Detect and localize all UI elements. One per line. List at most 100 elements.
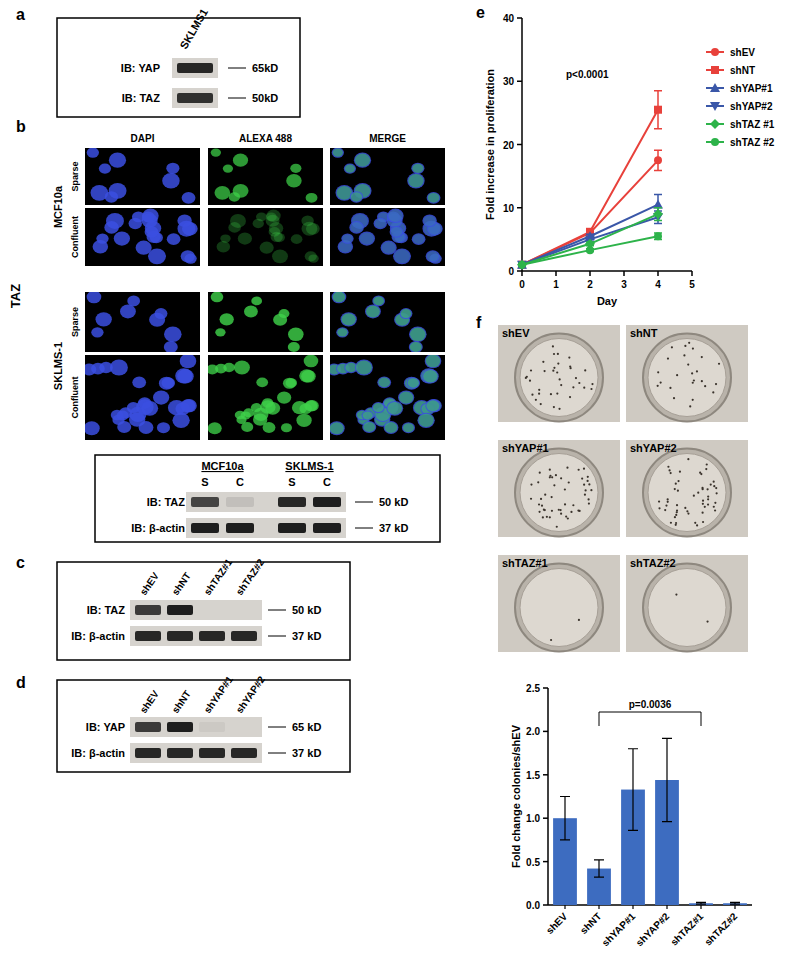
nucleus-taz xyxy=(399,391,413,403)
nucleus-dapi xyxy=(180,355,197,368)
x-axis xyxy=(522,270,692,272)
nucleus-dapi xyxy=(162,173,179,188)
colony xyxy=(713,506,715,508)
band xyxy=(278,523,306,533)
colony xyxy=(706,620,708,622)
nucleus-taz xyxy=(301,216,313,226)
colony xyxy=(551,510,553,512)
nuclei xyxy=(332,292,427,352)
x-tick-label: shTAZ#2 xyxy=(702,910,739,947)
dish-well xyxy=(648,339,726,417)
colony xyxy=(530,369,532,371)
colony xyxy=(683,354,685,356)
y-tick-label: 30 xyxy=(503,76,515,87)
nucleus-dapi xyxy=(381,241,397,255)
x-tick-label: shEV xyxy=(544,910,570,936)
data-point xyxy=(517,261,527,270)
nucleus-taz xyxy=(355,154,370,167)
nucleus-dapi xyxy=(120,305,136,319)
dish-photo xyxy=(498,555,620,652)
colony xyxy=(588,483,590,485)
nucleus-taz xyxy=(291,234,303,244)
plot-area xyxy=(517,91,663,270)
nucleus-taz xyxy=(220,234,230,242)
colony xyxy=(551,496,553,498)
colony xyxy=(572,504,574,506)
colony xyxy=(707,504,709,506)
data-point xyxy=(518,261,526,269)
nucleus-dapi xyxy=(164,327,182,343)
annotation: p=0.0036 xyxy=(629,699,672,710)
x-tick-label: 2 xyxy=(587,279,593,290)
legend-label: shNT xyxy=(730,65,755,76)
nucleus-taz xyxy=(408,174,423,187)
x-tick xyxy=(564,905,565,909)
colony xyxy=(658,507,660,509)
error-bar xyxy=(730,902,740,904)
error-bar xyxy=(654,208,662,221)
size-label: 37 kD xyxy=(379,522,408,534)
colony xyxy=(544,509,546,511)
band xyxy=(135,605,161,615)
nucleus-taz xyxy=(253,219,264,228)
nucleus-taz xyxy=(360,232,374,244)
micrograph xyxy=(208,148,323,205)
colony xyxy=(538,511,540,513)
bar xyxy=(723,903,747,905)
nucleus-dapi xyxy=(362,410,374,420)
nucleus-taz xyxy=(413,234,425,244)
colony xyxy=(535,399,537,401)
colony xyxy=(538,393,540,395)
nucleus-dapi xyxy=(129,218,142,229)
nucleus-taz xyxy=(244,306,258,318)
nucleus-dapi xyxy=(87,292,102,303)
y-tick-label: 40 xyxy=(503,13,515,24)
colony xyxy=(552,345,554,347)
nucleus-dapi xyxy=(132,376,146,388)
nucleus-dapi xyxy=(167,233,181,245)
legend-marker xyxy=(710,119,720,129)
x-tick xyxy=(623,271,625,276)
micrograph xyxy=(208,292,323,352)
size-marker xyxy=(355,502,373,503)
dish-well xyxy=(648,454,726,532)
colony xyxy=(541,505,543,507)
legend-marker xyxy=(710,83,720,92)
figure: aSKLMS1IB: YAP65kDIB: TAZ50kDbDAPIALEXA … xyxy=(0,0,790,978)
size-marker xyxy=(268,636,286,637)
size-marker xyxy=(355,528,373,529)
error-bar xyxy=(628,749,638,831)
panel-label: b xyxy=(16,118,26,135)
size-marker xyxy=(268,727,286,728)
colony xyxy=(568,481,570,483)
colony xyxy=(716,492,718,494)
colony xyxy=(671,346,673,348)
band xyxy=(226,523,254,533)
nucleus-taz xyxy=(333,292,346,302)
band xyxy=(313,523,341,533)
colony xyxy=(692,382,694,384)
colony xyxy=(675,483,677,485)
dish-label: shTAZ#1 xyxy=(502,557,548,569)
nucleus-dapi xyxy=(117,421,131,433)
colony xyxy=(707,495,709,497)
colony xyxy=(702,500,704,502)
y-tick-label: 0.5 xyxy=(526,857,540,868)
colony xyxy=(710,483,712,485)
nucleus-taz xyxy=(427,251,439,261)
nucleus-taz xyxy=(214,186,230,200)
nucleus-taz xyxy=(208,422,222,434)
nucleus-taz xyxy=(375,219,386,228)
data-point xyxy=(518,261,526,269)
colony xyxy=(569,396,571,398)
colony xyxy=(570,511,572,513)
legend-marker xyxy=(711,48,719,56)
colony xyxy=(660,381,662,383)
nucleus-taz xyxy=(223,165,233,173)
dish-label: shTAZ#2 xyxy=(630,557,676,569)
nucleus-dapi xyxy=(386,401,403,416)
colony xyxy=(713,485,715,487)
nucleus-dapi xyxy=(422,369,439,384)
size-label: 50 kD xyxy=(379,496,408,508)
nucleus-taz xyxy=(410,328,426,342)
